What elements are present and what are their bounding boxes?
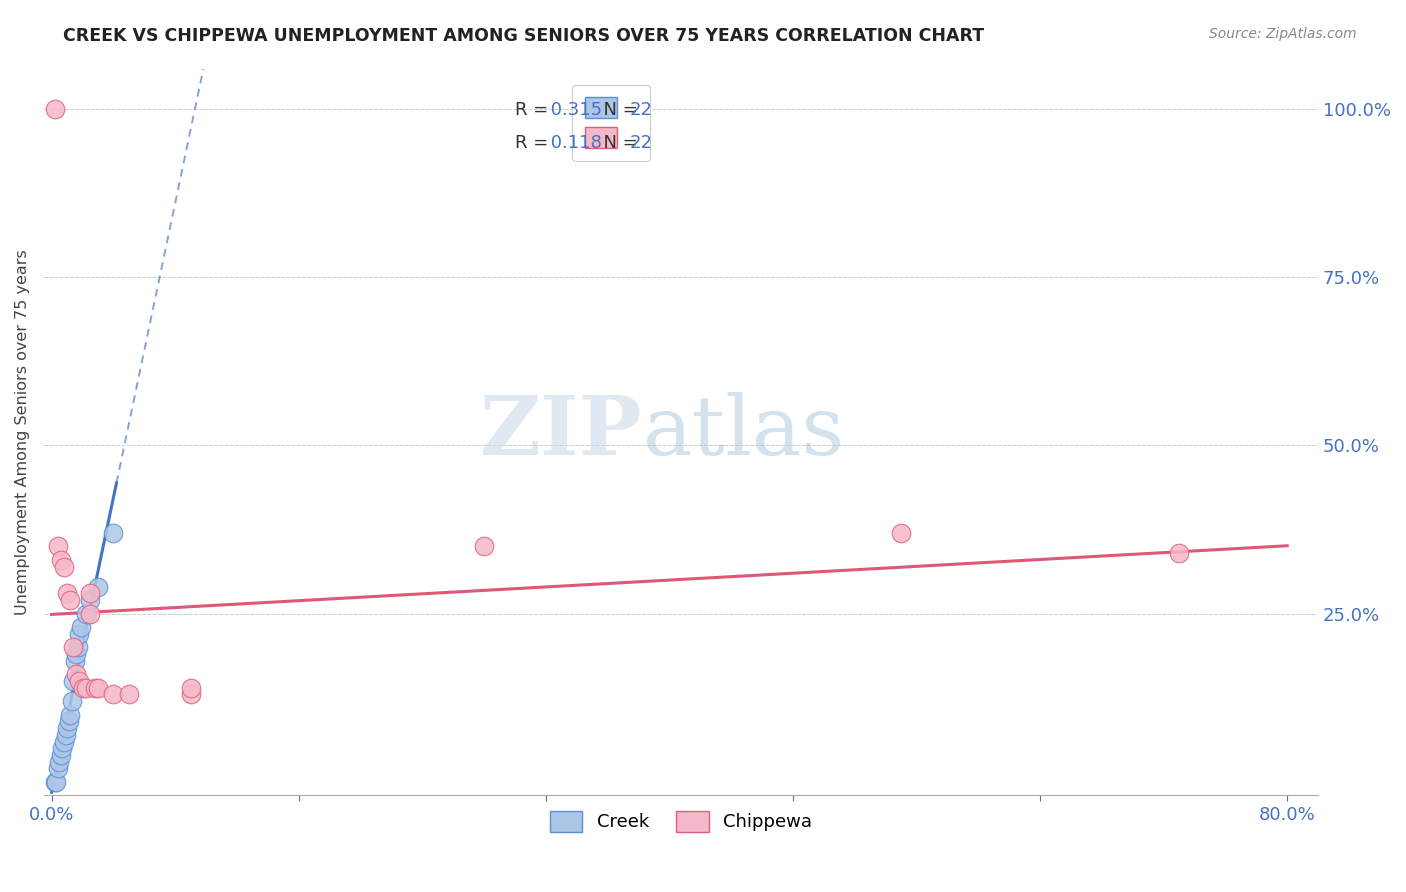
Point	[79, 607, 101, 621]
Point	[49, 553, 72, 567]
Point	[79, 586, 101, 600]
Point	[48, 755, 70, 769]
Point	[180, 688, 202, 702]
Point	[63, 654, 86, 668]
Text: 22: 22	[630, 101, 652, 120]
Point	[51, 741, 73, 756]
Point	[46, 762, 69, 776]
Point	[52, 559, 75, 574]
Point	[62, 673, 84, 688]
Point	[75, 607, 97, 621]
Point	[890, 525, 912, 540]
Point	[180, 681, 202, 695]
Point	[52, 734, 75, 748]
Point	[67, 673, 90, 688]
Point	[87, 580, 110, 594]
Point	[59, 707, 82, 722]
Point	[103, 688, 125, 702]
Text: N =: N =	[592, 134, 644, 152]
Text: R =: R =	[516, 101, 554, 120]
Text: Source: ZipAtlas.com: Source: ZipAtlas.com	[1209, 27, 1357, 41]
Point	[103, 525, 125, 540]
Point	[65, 647, 87, 661]
Text: atlas: atlas	[643, 392, 845, 472]
Text: CREEK VS CHIPPEWA UNEMPLOYMENT AMONG SENIORS OVER 75 YEARS CORRELATION CHART: CREEK VS CHIPPEWA UNEMPLOYMENT AMONG SEN…	[63, 27, 984, 45]
Point	[49, 747, 72, 762]
Point	[55, 728, 77, 742]
Point	[1168, 546, 1191, 560]
Point	[44, 102, 66, 116]
Point	[75, 681, 97, 695]
Point	[65, 667, 87, 681]
Point	[472, 540, 495, 554]
Legend: Creek, Chippewa: Creek, Chippewa	[537, 798, 825, 845]
Point	[56, 586, 79, 600]
Point	[83, 681, 105, 695]
Text: ZIP: ZIP	[481, 392, 643, 472]
Point	[60, 694, 83, 708]
Point	[118, 688, 141, 702]
Point	[45, 775, 67, 789]
Text: 0.118: 0.118	[544, 134, 602, 152]
Point	[46, 540, 69, 554]
Point	[67, 627, 90, 641]
Text: 0.315: 0.315	[544, 101, 602, 120]
Point	[59, 593, 82, 607]
Point	[44, 775, 66, 789]
Text: N =: N =	[592, 101, 644, 120]
Y-axis label: Unemployment Among Seniors over 75 years: Unemployment Among Seniors over 75 years	[15, 249, 30, 615]
Point	[66, 640, 89, 655]
Point	[79, 593, 101, 607]
Point	[58, 714, 80, 729]
Point	[72, 681, 94, 695]
Point	[70, 620, 93, 634]
Point	[62, 640, 84, 655]
Text: R =: R =	[516, 134, 554, 152]
Point	[87, 681, 110, 695]
Text: 22: 22	[630, 134, 652, 152]
Point	[56, 721, 79, 735]
